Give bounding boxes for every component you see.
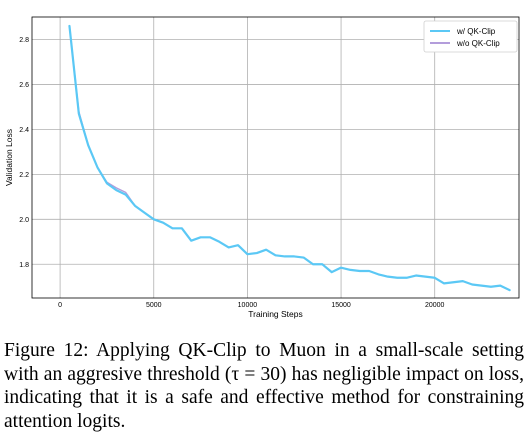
plot-frame: [31, 16, 520, 299]
x-tick-label: 20000: [425, 302, 445, 309]
y-tick-label: 2.0: [19, 217, 29, 224]
series-lines: [68, 24, 511, 292]
series-line-with-qk-clip: [68, 24, 511, 292]
legend-box: [423, 20, 518, 53]
y-axis-title: Validation Loss: [4, 129, 14, 186]
y-tick-label: 1.8: [19, 262, 29, 269]
x-tick-label: 15000: [331, 302, 351, 309]
y-tick-labels: 1.8 2.0 2.2 2.4 2.6 2.8: [19, 37, 29, 269]
x-axis-title: Training Steps: [248, 309, 303, 319]
y-tick-label: 2.6: [19, 82, 29, 89]
loss-chart: 0 5000 10000 15000 20000 1.82.02.22.42.62.8 …: [4, 16, 520, 319]
x-tick-label: 10000: [238, 302, 258, 309]
x-tick-labels: 0 5000 10000 15000 20000: [58, 302, 444, 309]
series-line-without-qk-clip: [68, 25, 511, 291]
grid: [32, 17, 519, 298]
legend-label-with-qk-clip: w/ QK-Clip: [456, 27, 496, 36]
y-tick-label: 2.2: [19, 172, 29, 179]
figure-caption: Figure 12: Applying QK-Clip to Muon in a…: [4, 340, 524, 432]
loss-chart-figure: 0 5000 10000 15000 20000 1.8 2.0 2.2 2.4 2.6 2.8 …: [4, 16, 520, 319]
y-tick-label: 2.4: [19, 127, 29, 134]
legend-label-without-qk-clip: w/o QK-Clip: [456, 39, 500, 48]
legend: w/ QK-Clip w/o QK-Clip: [423, 20, 518, 53]
y-tick-label: 2.8: [19, 37, 29, 44]
x-tick-label: 5000: [146, 302, 162, 309]
x-tick-label: 0: [58, 302, 62, 309]
